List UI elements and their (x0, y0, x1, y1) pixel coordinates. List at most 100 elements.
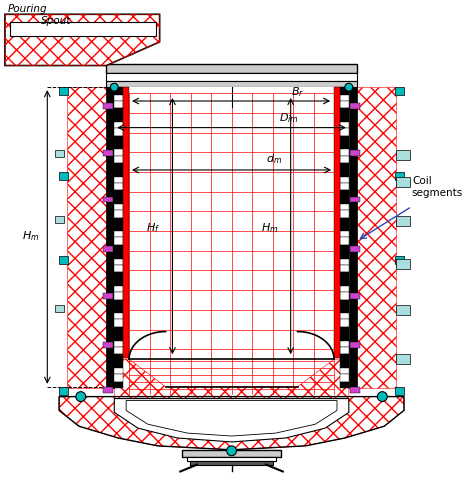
Polygon shape (10, 22, 155, 36)
Text: $B_r$: $B_r$ (291, 85, 304, 99)
Bar (340, 224, 349, 231)
Bar (55, 305, 64, 312)
Bar (114, 177, 123, 183)
Bar (340, 108, 349, 115)
Bar (114, 224, 123, 231)
Bar (114, 251, 123, 259)
Bar (114, 163, 123, 169)
Bar (59, 256, 68, 264)
Bar (114, 122, 123, 128)
Bar (129, 87, 334, 358)
Bar (103, 246, 113, 252)
Text: Coil
segments: Coil segments (412, 176, 463, 198)
Polygon shape (114, 359, 349, 396)
Bar (340, 95, 349, 101)
Text: Pouring: Pouring (8, 4, 47, 14)
Bar (114, 313, 123, 319)
Bar (114, 183, 123, 191)
Bar (114, 374, 123, 382)
Bar (340, 286, 349, 292)
Bar (340, 347, 349, 354)
Text: $d_m$: $d_m$ (266, 152, 282, 166)
Bar (103, 103, 113, 109)
Bar (340, 300, 349, 306)
Bar (340, 368, 349, 374)
Bar (114, 341, 123, 347)
Text: $H_m$: $H_m$ (22, 229, 39, 243)
Bar (350, 197, 360, 203)
Bar (350, 103, 360, 109)
Bar (340, 115, 349, 122)
Bar (114, 354, 123, 360)
Bar (350, 246, 360, 252)
Bar (123, 87, 129, 358)
Circle shape (110, 83, 118, 91)
Bar (350, 150, 360, 156)
Bar (340, 333, 349, 341)
Bar (114, 272, 123, 278)
Bar (349, 87, 357, 388)
Bar (114, 128, 123, 136)
Bar (340, 128, 349, 136)
Bar (107, 81, 357, 87)
Bar (340, 374, 349, 382)
Bar (107, 63, 357, 73)
Bar (396, 354, 410, 364)
Bar (340, 259, 349, 265)
Bar (114, 306, 123, 313)
Bar (114, 95, 123, 101)
Bar (103, 342, 113, 348)
Bar (340, 204, 349, 210)
Bar (340, 265, 349, 272)
Text: Spout: Spout (41, 16, 72, 26)
Bar (340, 245, 349, 251)
Bar (396, 177, 410, 187)
Bar (114, 300, 123, 306)
Circle shape (345, 83, 353, 91)
Bar (340, 238, 349, 245)
Text: $H_m$: $H_m$ (261, 221, 279, 235)
Bar (395, 172, 404, 180)
Bar (340, 210, 349, 217)
Bar (350, 387, 360, 393)
Text: $H_f$: $H_f$ (146, 221, 160, 235)
Bar (340, 327, 349, 333)
Bar (114, 149, 123, 156)
Bar (114, 231, 123, 238)
Bar (182, 450, 281, 456)
Bar (114, 259, 123, 265)
Bar (59, 387, 68, 395)
Bar (355, 87, 396, 388)
Bar (340, 149, 349, 156)
Bar (340, 163, 349, 169)
Polygon shape (5, 14, 160, 66)
Polygon shape (126, 400, 337, 436)
Bar (55, 216, 64, 223)
Bar (340, 177, 349, 183)
Bar (340, 360, 349, 368)
Polygon shape (114, 398, 349, 442)
Bar (340, 231, 349, 238)
Bar (350, 342, 360, 348)
Bar (340, 306, 349, 313)
Bar (340, 272, 349, 278)
Bar (114, 101, 123, 108)
Bar (114, 238, 123, 245)
Bar (67, 87, 109, 388)
Bar (340, 87, 349, 95)
Bar (340, 156, 349, 163)
Bar (340, 101, 349, 108)
Bar (334, 87, 340, 358)
Bar (114, 142, 123, 149)
Bar (103, 197, 113, 203)
Bar (114, 169, 123, 177)
Bar (107, 63, 165, 88)
Bar (55, 150, 64, 157)
Bar (340, 191, 349, 196)
Bar (350, 293, 360, 299)
Bar (107, 73, 357, 81)
Bar (340, 251, 349, 259)
Bar (395, 87, 404, 95)
Bar (114, 319, 123, 327)
Bar (340, 217, 349, 224)
